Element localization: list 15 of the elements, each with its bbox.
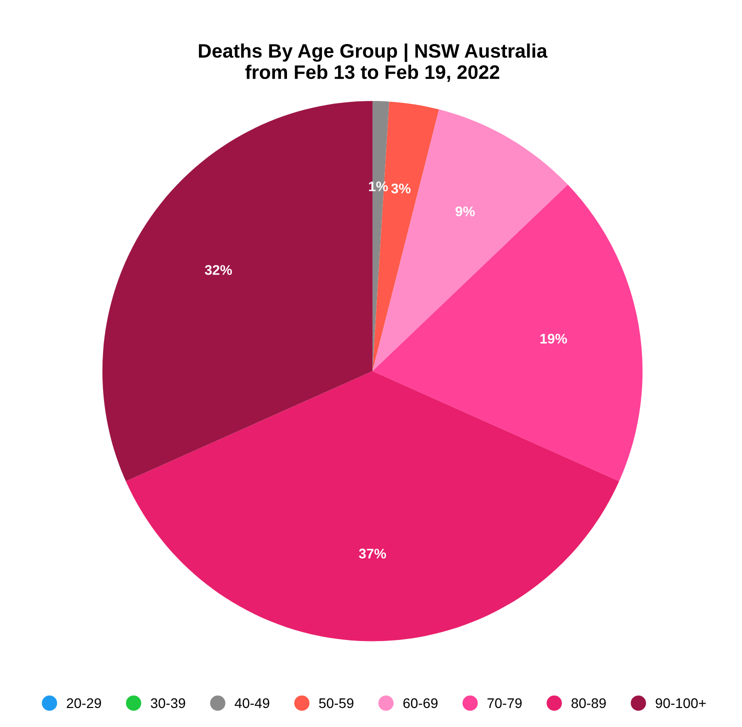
legend-label: 70-79 bbox=[488, 698, 522, 708]
data-label: 37% bbox=[358, 548, 386, 559]
legend-label: 40-49 bbox=[234, 698, 270, 708]
legend-label: 60-69 bbox=[403, 698, 438, 708]
legend-label: 90-100+ bbox=[656, 698, 706, 708]
legend-label: 20-29 bbox=[66, 698, 102, 708]
data-label: 32% bbox=[204, 265, 232, 275]
chart-title: Deaths By Age Group | NSW Australia from Feb 13 to Feb 19, 2022 bbox=[198, 44, 548, 82]
data-label: 9% bbox=[456, 206, 475, 216]
legend-label: 80-89 bbox=[572, 698, 606, 708]
legend-label: 30-39 bbox=[150, 698, 186, 708]
data-label: 19% bbox=[540, 334, 567, 344]
legend-label: 50-59 bbox=[319, 698, 354, 708]
data-label: 3% bbox=[391, 184, 411, 194]
pie-slice bbox=[126, 371, 620, 642]
